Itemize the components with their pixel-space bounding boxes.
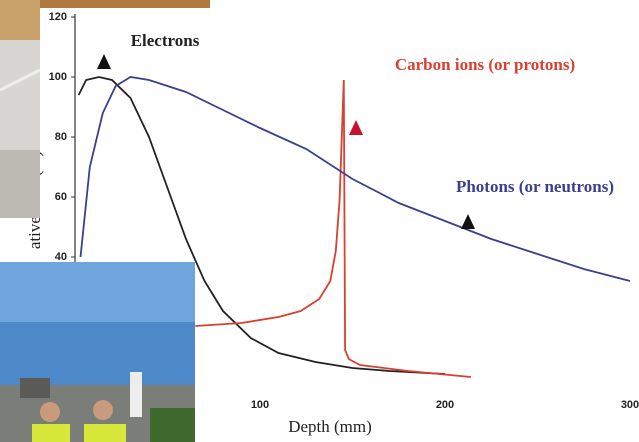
photo-top bbox=[0, 0, 210, 218]
y-tick-label: 60 bbox=[55, 191, 67, 203]
series-label: Electrons bbox=[131, 31, 200, 50]
x-tick-label: 200 bbox=[436, 399, 454, 411]
x-tick-label: 300 bbox=[621, 399, 639, 411]
photo-bottom bbox=[0, 262, 195, 442]
series-label: Photons (or neutrons) bbox=[456, 177, 614, 196]
line bbox=[79, 76, 631, 282]
y-tick-label: 120 bbox=[49, 11, 67, 23]
label-arrow bbox=[97, 54, 111, 69]
label-arrow bbox=[349, 120, 363, 135]
y-tick-label: 40 bbox=[55, 251, 67, 263]
y-tick-label: 80 bbox=[55, 131, 67, 143]
plot: 40 60 80 100 120 100 200 300 Electrons Carbon ion… bbox=[49, 11, 639, 411]
y-tick-label: 100 bbox=[49, 71, 67, 83]
line bbox=[195, 79, 471, 378]
x-tick-label: 100 bbox=[251, 399, 269, 411]
x-axis-label: Depth (mm) bbox=[288, 417, 372, 436]
line bbox=[77, 76, 446, 375]
series-label: Carbon ions (or protons) bbox=[395, 55, 575, 74]
label-arrow bbox=[461, 214, 475, 229]
